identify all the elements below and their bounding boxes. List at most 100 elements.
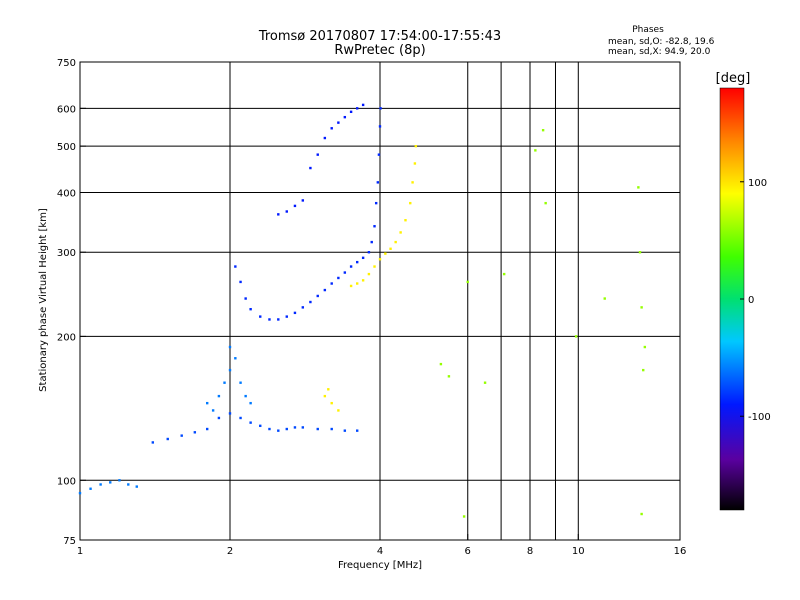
data-point bbox=[378, 258, 382, 261]
data-point bbox=[337, 409, 340, 412]
data-point bbox=[244, 394, 247, 398]
x-tick-label: 6 bbox=[465, 546, 471, 557]
stats-o: mean, sd,O: -82.8, 19.6 bbox=[608, 37, 715, 47]
data-point bbox=[239, 381, 242, 384]
data-point bbox=[309, 166, 312, 170]
y-axis-label: Stationary phase Virtual Height [km] bbox=[38, 208, 49, 392]
y-tick-label: 75 bbox=[63, 536, 76, 547]
y-tick-label: 100 bbox=[57, 476, 76, 487]
y-tick-label: 600 bbox=[57, 104, 76, 115]
data-point bbox=[361, 103, 365, 107]
data-point bbox=[259, 315, 262, 318]
phase-colorbar: [deg] 100 0 -100 bbox=[716, 71, 771, 511]
data-point bbox=[413, 162, 417, 165]
data-point bbox=[151, 441, 155, 444]
x-tick-label: 16 bbox=[674, 546, 687, 557]
x-tick-label: 8 bbox=[527, 546, 533, 557]
data-point bbox=[361, 279, 365, 282]
data-point bbox=[293, 204, 297, 208]
plot-area: 1 2 4 6 8 10 16 75 100 200 300 400 500 600 750 bbox=[57, 58, 686, 557]
data-point bbox=[361, 256, 365, 260]
data-point bbox=[330, 282, 333, 285]
chart-title: Tromsø 20170807 17:54:00-17:55:43 bbox=[258, 29, 501, 44]
data-point bbox=[384, 252, 387, 255]
data-point bbox=[268, 427, 271, 431]
x-tick-label: 4 bbox=[377, 546, 383, 557]
axis-ticks: 1 2 4 6 8 10 16 75 100 200 300 400 500 600 750 bbox=[57, 58, 686, 557]
data-point bbox=[285, 210, 288, 213]
data-point bbox=[293, 426, 297, 429]
data-point bbox=[534, 149, 537, 152]
data-point bbox=[389, 247, 392, 250]
data-point bbox=[462, 515, 466, 518]
y-tick-label: 500 bbox=[57, 142, 76, 153]
colorbar-tick-label: 0 bbox=[748, 295, 754, 306]
y-tick-label: 200 bbox=[57, 332, 76, 343]
stats-x: mean, sd,X: 94.9, 20.0 bbox=[608, 47, 711, 57]
data-point bbox=[228, 412, 232, 415]
data-point bbox=[439, 362, 443, 366]
data-point bbox=[180, 434, 183, 437]
data-point bbox=[323, 394, 327, 398]
data-point bbox=[355, 260, 359, 264]
data-point bbox=[259, 424, 262, 428]
data-point bbox=[323, 136, 327, 140]
data-point bbox=[205, 401, 209, 405]
y-tick-label: 300 bbox=[57, 248, 76, 259]
data-point bbox=[603, 297, 606, 300]
data-point bbox=[277, 318, 280, 321]
data-point bbox=[349, 284, 353, 288]
data-point bbox=[217, 416, 221, 420]
data-point bbox=[309, 300, 312, 304]
data-point bbox=[244, 297, 247, 300]
data-point bbox=[404, 219, 407, 222]
data-point bbox=[285, 315, 288, 318]
data-point bbox=[466, 280, 469, 284]
data-point bbox=[343, 115, 347, 119]
data-point bbox=[205, 427, 209, 431]
data-point bbox=[301, 306, 305, 309]
data-point bbox=[316, 153, 319, 156]
data-point bbox=[638, 251, 642, 254]
data-point bbox=[349, 110, 353, 114]
data-point bbox=[376, 181, 380, 184]
data-point bbox=[211, 409, 215, 412]
data-point bbox=[330, 427, 333, 431]
data-point bbox=[643, 345, 647, 349]
colorbar-ticks: 100 0 -100 bbox=[740, 178, 771, 423]
data-point bbox=[640, 512, 643, 516]
stats-title: Phases bbox=[632, 25, 664, 35]
data-point bbox=[268, 318, 271, 321]
data-point bbox=[637, 186, 640, 189]
data-point bbox=[330, 127, 333, 130]
data-point bbox=[234, 265, 237, 268]
data-point bbox=[89, 487, 92, 490]
data-point bbox=[228, 345, 232, 349]
data-point bbox=[249, 421, 252, 424]
data-point bbox=[293, 311, 297, 315]
colorbar-tick-label: 100 bbox=[748, 178, 767, 189]
colorbar-tick-label: -100 bbox=[748, 412, 771, 423]
data-point bbox=[127, 483, 130, 486]
data-point bbox=[99, 483, 102, 486]
data-point bbox=[374, 201, 378, 205]
data-point bbox=[483, 381, 487, 384]
data-point bbox=[544, 201, 547, 205]
data-point bbox=[414, 144, 418, 148]
data-point bbox=[109, 481, 112, 484]
data-point bbox=[343, 429, 347, 432]
data-point bbox=[277, 429, 280, 432]
y-tick-label: 750 bbox=[57, 58, 76, 69]
data-point bbox=[166, 437, 169, 441]
data-point bbox=[574, 335, 578, 338]
y-tick-label: 400 bbox=[57, 188, 76, 199]
data-point bbox=[228, 368, 232, 372]
data-point bbox=[378, 125, 382, 128]
chart-subtitle: RwPretec (8p) bbox=[334, 43, 425, 58]
data-point bbox=[349, 265, 353, 268]
colorbar-gradient bbox=[719, 87, 745, 511]
data-point bbox=[373, 225, 376, 228]
x-axis-label: Frequency [MHz] bbox=[338, 560, 422, 571]
data-point bbox=[399, 231, 402, 234]
data-point bbox=[316, 427, 319, 431]
